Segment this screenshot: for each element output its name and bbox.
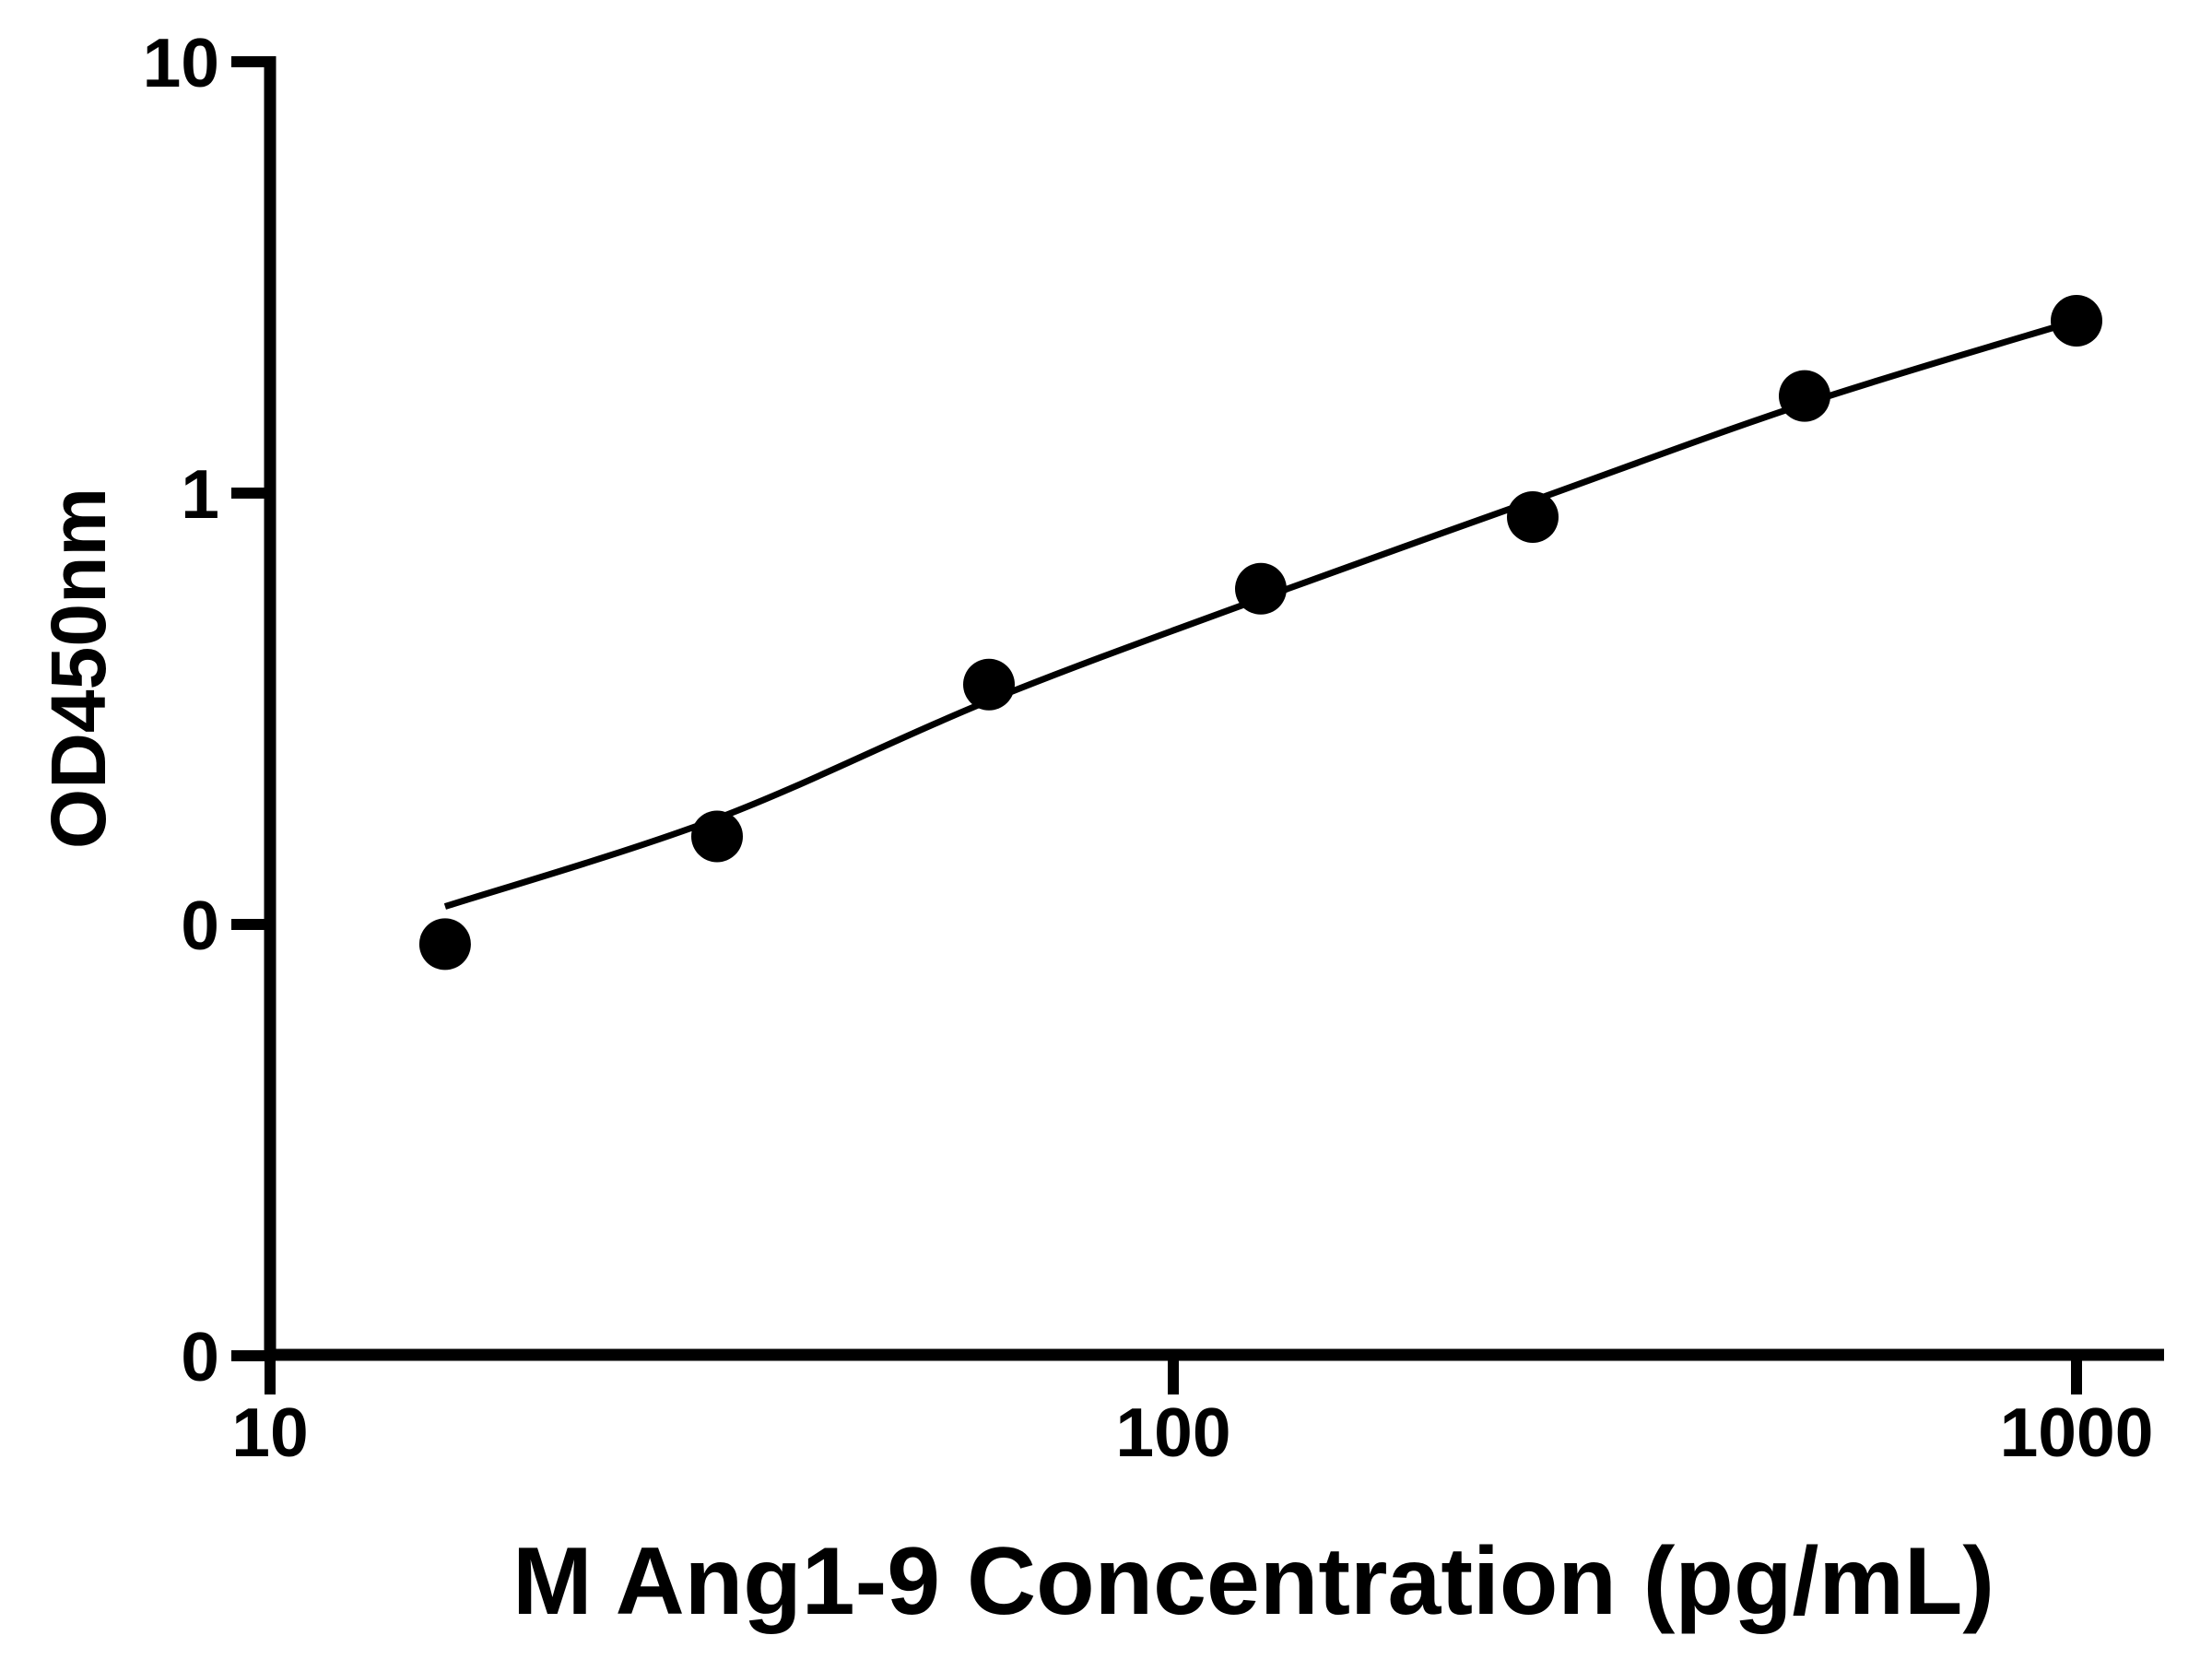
y-tick-label: 0: [181, 1318, 219, 1395]
data-point: [691, 810, 743, 863]
y-tick-label: 1: [181, 455, 219, 533]
x-tick-label: 10: [231, 1394, 308, 1471]
data-point: [1507, 491, 1559, 543]
y-axis-title: OD450nm: [35, 488, 122, 849]
y-tick-label: 0: [181, 887, 219, 964]
data-point: [1779, 370, 1830, 422]
data-point: [963, 658, 1015, 711]
data-point: [1235, 562, 1287, 615]
x-axis-title: M Ang1-9 Concentration (pg/mL): [512, 1528, 1994, 1635]
x-tick-label: 1000: [2000, 1394, 2154, 1471]
data-point: [2051, 295, 2102, 347]
y-tick-label: 10: [143, 24, 219, 101]
x-tick-label: 100: [1115, 1394, 1230, 1471]
data-point: [418, 918, 471, 971]
